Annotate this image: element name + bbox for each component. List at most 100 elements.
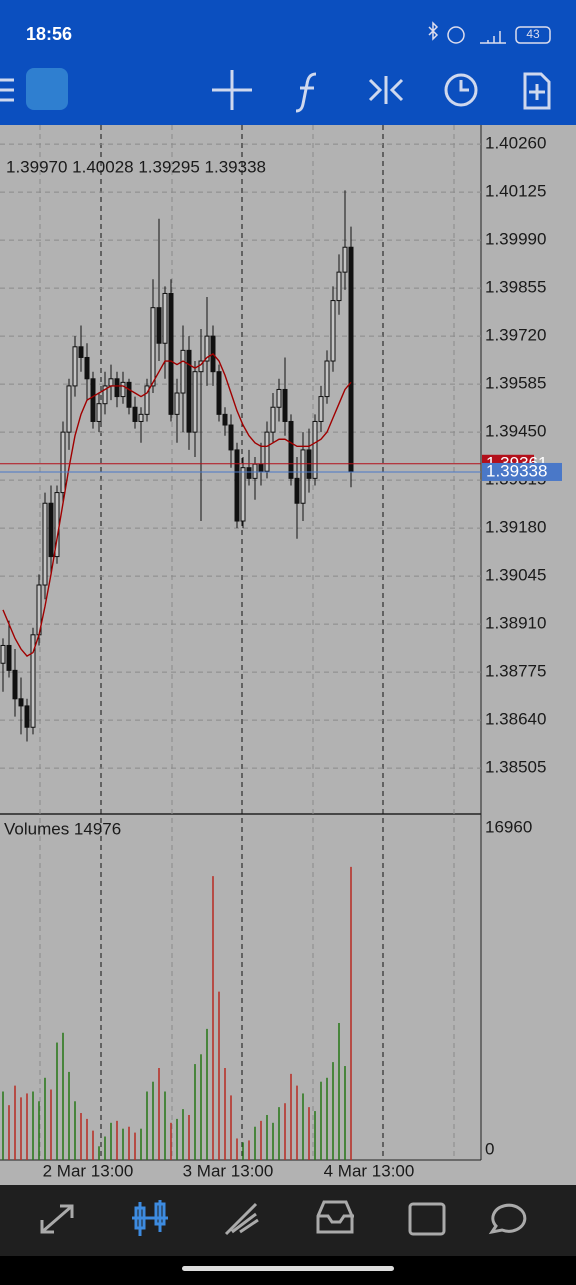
- candle-body: [216, 371, 222, 415]
- candle-body: [174, 392, 180, 415]
- candle-body: [264, 431, 270, 472]
- y-tick-label: 1.39585: [485, 374, 546, 393]
- candle-body: [144, 385, 150, 415]
- toolbar: [0, 68, 551, 113]
- candle-body: [114, 378, 120, 398]
- bottom-nav: [0, 1185, 576, 1256]
- candle-body: [162, 292, 168, 344]
- home-indicator: [182, 1266, 394, 1271]
- y-tick-label: 1.38775: [485, 662, 546, 681]
- chart-tab[interactable]: [132, 1200, 168, 1236]
- candle-body: [312, 420, 318, 479]
- candle-body: [156, 307, 162, 344]
- candle-body: [168, 292, 174, 415]
- candle-body: [24, 705, 30, 728]
- candle-body: [126, 381, 132, 408]
- status-time: 18:56: [26, 24, 72, 44]
- candle-body: [324, 360, 330, 398]
- candle-body: [60, 431, 66, 494]
- trade-tab[interactable]: [224, 1202, 259, 1236]
- candle-body: [342, 246, 348, 273]
- y-tick-label: 1.40125: [485, 182, 546, 201]
- y-tick-label: 1.40260: [485, 134, 546, 153]
- last-label: 1.39338: [486, 461, 547, 480]
- history-tab[interactable]: [316, 1200, 354, 1234]
- quotes-tab[interactable]: [40, 1204, 74, 1234]
- y-tick-label: 1.39720: [485, 326, 546, 345]
- volume-label: Volumes 14976: [4, 819, 121, 838]
- candle-body: [12, 669, 18, 700]
- candle-body: [186, 349, 192, 433]
- candle-body: [282, 388, 288, 422]
- y-tick-label: 1.39045: [485, 566, 546, 585]
- top-bar: [0, 0, 576, 125]
- candle-body: [294, 477, 300, 504]
- candle-body: [288, 420, 294, 479]
- candle-body: [204, 335, 210, 362]
- candle-body: [234, 449, 240, 522]
- candle-body: [30, 634, 36, 728]
- candle-body: [180, 349, 186, 394]
- candle-body: [90, 378, 96, 422]
- last-label-box: [482, 462, 562, 481]
- candle-body: [72, 346, 78, 387]
- candle-body: [258, 463, 264, 472]
- indicators-button[interactable]: [295, 72, 317, 113]
- status-icons: [428, 21, 551, 44]
- objects-button[interactable]: [368, 76, 404, 104]
- moving-average: [2, 353, 352, 658]
- candle-body: [120, 381, 126, 398]
- candle-body: [348, 246, 354, 473]
- y-tick-label: 1.39450: [485, 422, 546, 441]
- candle-body: [42, 502, 48, 586]
- app-logo[interactable]: [26, 68, 68, 110]
- volume-tick-label: 0: [485, 1139, 494, 1158]
- candle-body: [66, 385, 72, 433]
- candle-body: [270, 406, 276, 433]
- crosshair-button[interactable]: [212, 70, 252, 110]
- candle-body: [96, 403, 102, 422]
- candle-body: [330, 300, 336, 362]
- y-tick-label: 1.39990: [485, 230, 546, 249]
- new-order-button[interactable]: [523, 72, 551, 110]
- candle-body: [48, 502, 54, 558]
- candle-body: [336, 271, 342, 302]
- candle-body: [84, 356, 90, 380]
- candle-body: [276, 388, 282, 408]
- y-tick-label: 1.38910: [485, 614, 546, 633]
- candle-body: [150, 307, 156, 387]
- candle-body: [78, 346, 84, 358]
- candle-body: [108, 378, 114, 387]
- x-tick-label: 4 Mar 13:00: [324, 1161, 415, 1180]
- y-tick-label: 1.38505: [485, 758, 546, 777]
- ohlc-label: 1.39970 1.40028 1.39295 1.39338: [6, 157, 266, 176]
- chart-background: [0, 125, 576, 1185]
- battery-level: 43: [526, 27, 540, 41]
- candle-body: [102, 385, 108, 405]
- candle-body: [318, 396, 324, 422]
- candle-body: [246, 467, 252, 479]
- candle-body: [18, 698, 24, 707]
- candle-body: [300, 449, 306, 504]
- candle-body: [132, 406, 138, 422]
- y-tick-label: 1.38640: [485, 710, 546, 729]
- menu-button[interactable]: [0, 78, 14, 102]
- candle-body: [252, 463, 258, 479]
- timeframe-button[interactable]: [444, 73, 478, 107]
- volume-tick-label: 16960: [485, 817, 532, 836]
- candle-body: [6, 644, 12, 671]
- news-tab[interactable]: [408, 1202, 446, 1236]
- candle-body: [138, 413, 144, 422]
- candle-body: [240, 467, 246, 522]
- candle-body: [222, 413, 228, 426]
- y-tick-label: 1.39180: [485, 518, 546, 537]
- y-tick-label: 1.39855: [485, 278, 546, 297]
- candle-body: [228, 424, 234, 451]
- x-tick-label: 2 Mar 13:00: [43, 1161, 134, 1180]
- candle-body: [192, 371, 198, 433]
- candle-body: [0, 644, 6, 664]
- chat-tab[interactable]: [488, 1203, 527, 1235]
- x-tick-label: 3 Mar 13:00: [183, 1161, 274, 1180]
